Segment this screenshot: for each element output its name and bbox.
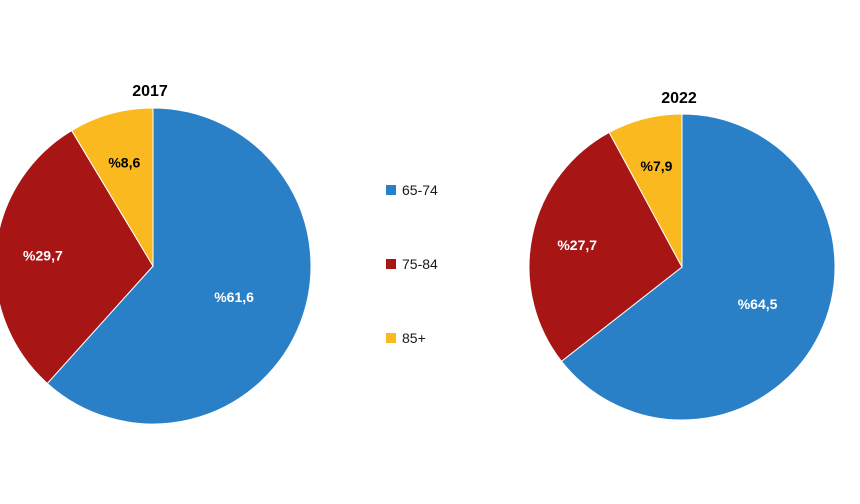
- slice-label-85-plus: %8,6: [108, 155, 140, 171]
- legend-item-65-74: 65-74: [386, 182, 438, 198]
- legend-label-85-plus: 85+: [402, 330, 426, 346]
- legend-item-75-84: 75-84: [386, 256, 438, 272]
- pie-slice-85-plus: [70, 107, 154, 268]
- legend-swatch-65-74: [386, 185, 396, 195]
- chart-title: 2017: [132, 83, 168, 100]
- slice-label-65-74: %64,5: [738, 296, 778, 312]
- pie-chart-2017: %61,6 %29,7 %8,6 2017: [0, 83, 312, 425]
- pie-slice-65-74: [560, 113, 836, 421]
- pie-chart-2022: %64,5 %27,7 %7,9 2022: [528, 90, 836, 421]
- legend-label-65-74: 65-74: [402, 182, 438, 198]
- slice-label-85-plus: %7,9: [641, 158, 673, 174]
- legend-label-75-84: 75-84: [402, 256, 438, 272]
- chart-title: 2022: [661, 90, 697, 107]
- legend-item-85-plus: 85+: [386, 330, 426, 346]
- pie-slice-65-74: [46, 107, 312, 425]
- slice-label-75-84: %29,7: [23, 247, 63, 263]
- pie-slice-85-plus: [608, 113, 683, 268]
- slice-label-75-84: %27,7: [557, 237, 597, 253]
- legend-swatch-75-84: [386, 259, 396, 269]
- legend-swatch-85-plus: [386, 333, 396, 343]
- slice-label-65-74: %61,6: [214, 289, 254, 305]
- pie-slice-75-84: [0, 129, 154, 385]
- pie-slice-75-84: [528, 131, 683, 362]
